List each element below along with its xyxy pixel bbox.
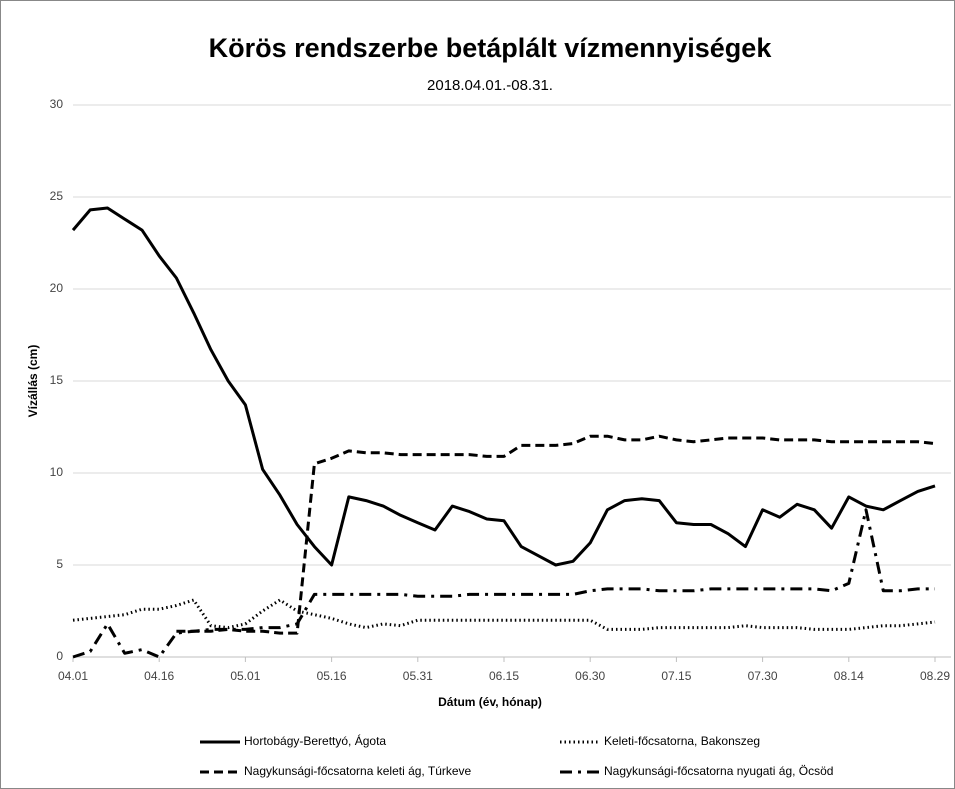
y-tick-label: 5 [56,557,63,571]
x-axis-label: Dátum (év, hónap) [438,695,542,709]
x-tick-label: 04.01 [58,669,88,683]
y-tick-label: 20 [50,281,64,295]
y-tick-label: 30 [50,97,64,111]
series-line [72,598,936,631]
x-tick-label: 06.30 [575,669,605,683]
x-tick-label: 07.15 [661,669,691,683]
x-tick-label: 07.30 [748,669,778,683]
x-tick-label: 05.31 [403,669,433,683]
y-tick-label: 25 [50,189,64,203]
y-axis-label: Vízállás (cm) [26,345,40,418]
series-line [72,508,935,659]
x-tick-label: 05.16 [317,669,347,683]
legend-label: Keleti-főcsatorna, Bakonszeg [604,734,760,748]
series-line [71,206,936,567]
y-tick-label: 15 [50,373,64,387]
y-tick-label: 0 [56,649,63,663]
y-tick-label: 10 [50,465,64,479]
chart-subtitle: 2018.04.01.-08.31. [427,77,553,94]
x-tick-label: 05.01 [230,669,260,683]
chart-title: Körös rendszerbe betáplált vízmennyisége… [209,33,773,63]
x-tick-label: 08.29 [920,669,950,683]
x-tick-label: 04.16 [144,669,174,683]
x-tick-label: 06.15 [489,669,519,683]
legend-label: Nagykunsági-főcsatorna nyugati ág, Öcsöd [604,764,833,778]
x-tick-label: 08.14 [834,669,864,683]
legend-label: Nagykunsági-főcsatorna keleti ág, Túrkev… [244,764,472,778]
series-line [176,434,936,635]
legend-label: Hortobágy-Berettyó, Ágota [244,733,386,748]
